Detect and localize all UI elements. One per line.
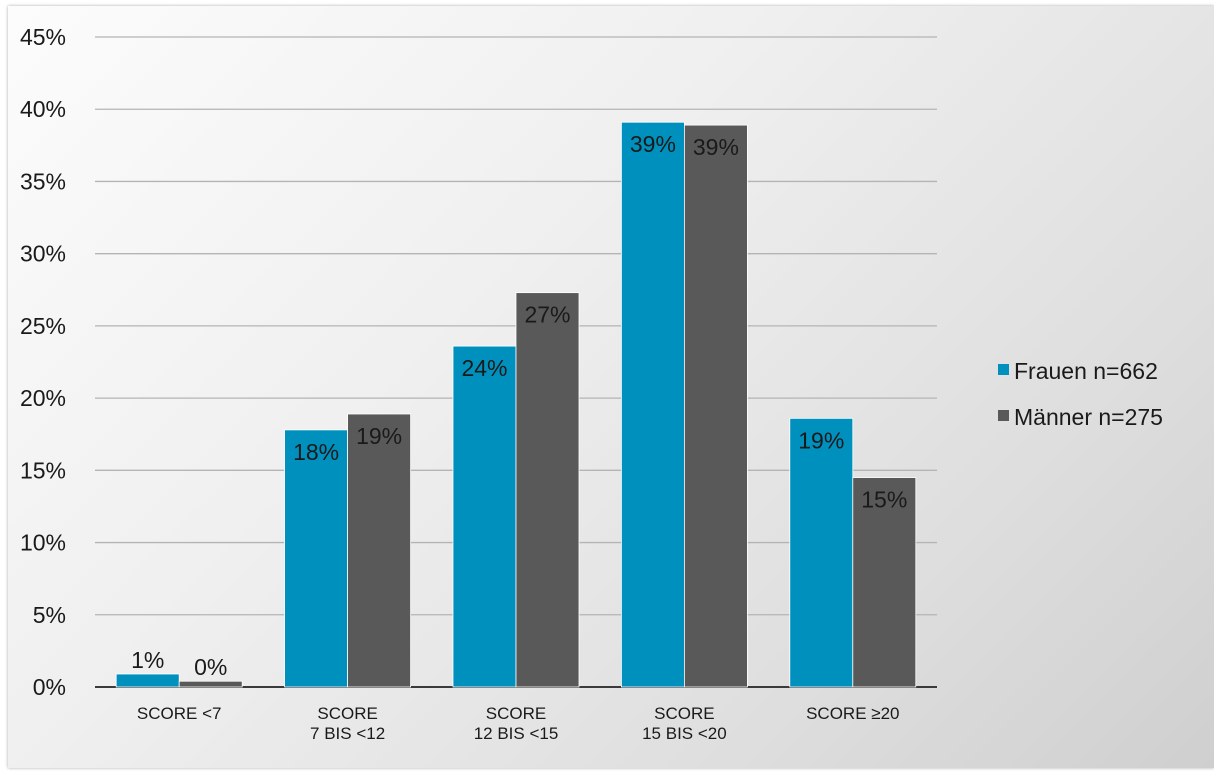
bar <box>178 680 243 688</box>
bar <box>621 121 685 688</box>
data-label: 39% <box>630 131 676 157</box>
y-axis-ticks: 0% 5% 10% 15% 20% 25% 30% 35% 40% 45% <box>20 24 66 700</box>
bar <box>347 413 412 688</box>
bar <box>284 429 349 688</box>
y-tick-label: 45% <box>20 24 66 50</box>
bar-chart: 0% 5% 10% 15% 20% 25% 30% 35% 40% 45% 1% 0% 18% 19% 2… <box>20 24 1163 743</box>
y-tick-label: 40% <box>20 96 66 122</box>
chart-container: 0% 5% 10% 15% 20% 25% 30% 35% 40% 45% 1% 0% 18% 19% 2… <box>8 6 1214 768</box>
legend-swatch <box>998 410 1009 421</box>
data-label: 19% <box>798 427 844 453</box>
x-tick-label: SCORE 15 BIS <20 <box>642 704 727 743</box>
bars <box>115 121 917 688</box>
y-tick-label: 35% <box>20 168 66 194</box>
bar <box>852 477 917 688</box>
y-tick-label: 25% <box>20 313 66 339</box>
y-tick-label: 15% <box>20 457 66 483</box>
bar <box>452 345 517 688</box>
data-label: 18% <box>293 439 339 465</box>
x-tick-label: SCORE <7 <box>137 704 222 723</box>
data-label: 39% <box>693 134 739 160</box>
y-tick-label: 30% <box>20 241 66 267</box>
data-label: 15% <box>861 487 907 513</box>
legend-label: Männer n=275 <box>1014 404 1163 430</box>
bar <box>115 673 180 688</box>
legend-swatch <box>998 364 1009 375</box>
data-labels: 1% 0% 18% 19% 24% 27% 39% 39% 19% 15% <box>131 131 907 680</box>
bar <box>789 417 854 688</box>
bar <box>515 292 580 688</box>
bar <box>684 124 748 688</box>
x-tick-label: SCORE ≥20 <box>806 704 899 723</box>
legend-label: Frauen n=662 <box>1014 358 1158 384</box>
legend: Frauen n=662 Männer n=275 <box>998 358 1163 430</box>
data-label: 1% <box>131 647 164 673</box>
y-tick-label: 20% <box>20 385 66 411</box>
x-tick-label: SCORE 12 BIS <15 <box>474 704 559 743</box>
data-label: 0% <box>194 654 227 680</box>
data-label: 19% <box>356 423 402 449</box>
data-label: 27% <box>524 302 570 328</box>
x-axis-categories: SCORE <7 SCORE 7 BIS <12 SCORE 12 BIS <15 SCO… <box>137 704 900 743</box>
x-tick-label: SCORE 7 BIS <12 <box>310 704 385 743</box>
y-tick-label: 5% <box>33 602 66 628</box>
y-tick-label: 10% <box>20 530 66 556</box>
data-label: 24% <box>461 355 507 381</box>
y-tick-label: 0% <box>33 674 66 700</box>
